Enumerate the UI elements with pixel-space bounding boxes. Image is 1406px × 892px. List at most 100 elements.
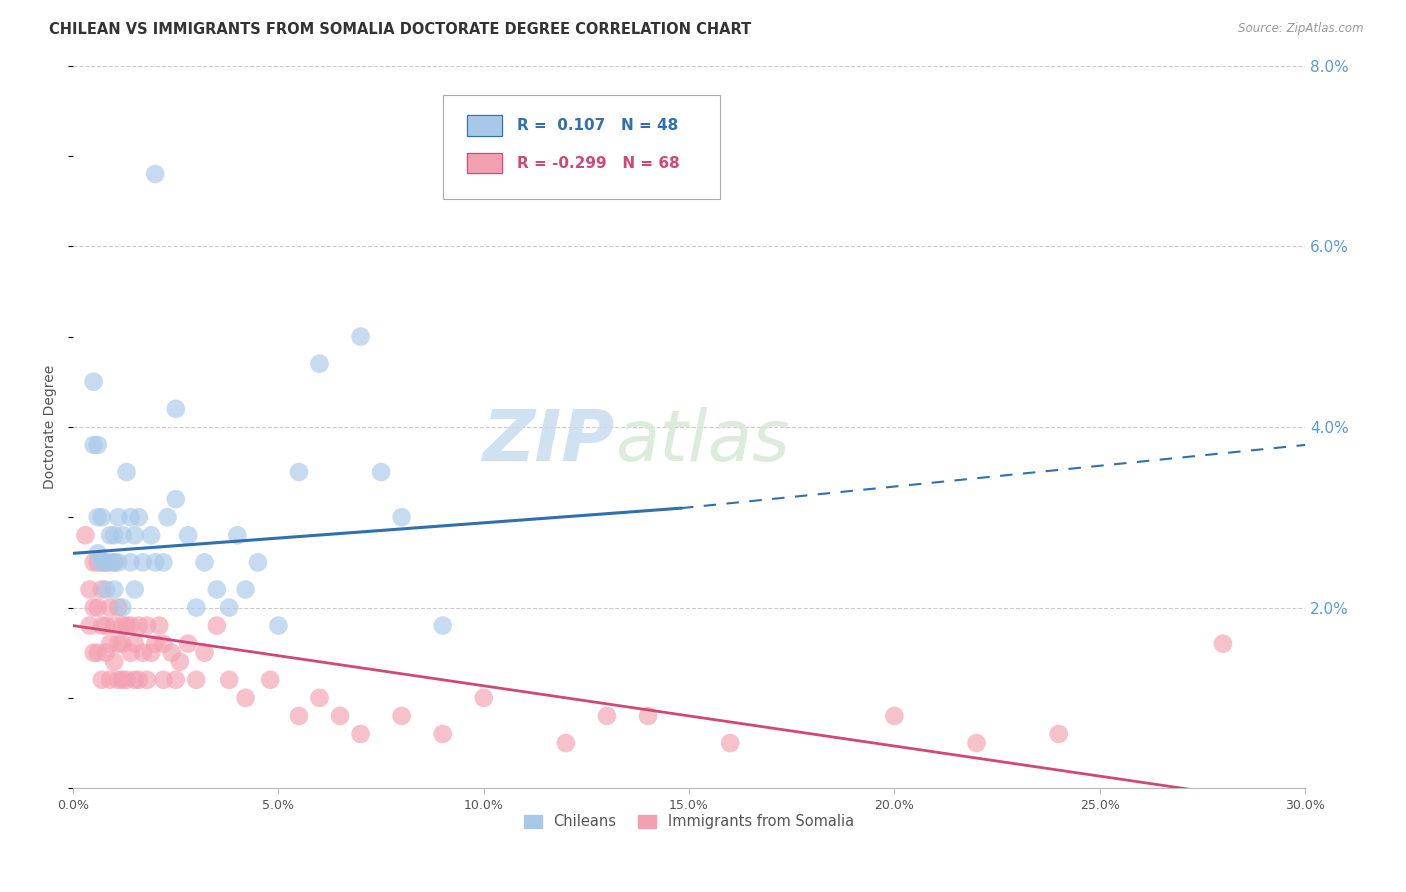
Point bbox=[349, 329, 371, 343]
Point bbox=[103, 528, 125, 542]
Point bbox=[136, 673, 159, 687]
Point bbox=[98, 555, 121, 569]
Point bbox=[120, 555, 142, 569]
Point bbox=[111, 618, 134, 632]
Point bbox=[87, 510, 110, 524]
Point bbox=[107, 555, 129, 569]
Point bbox=[107, 600, 129, 615]
Point bbox=[79, 582, 101, 597]
Point bbox=[718, 736, 741, 750]
Point bbox=[391, 510, 413, 524]
Point bbox=[267, 618, 290, 632]
Point bbox=[132, 646, 155, 660]
Point bbox=[259, 673, 281, 687]
Point bbox=[94, 618, 117, 632]
Point bbox=[143, 167, 166, 181]
Point bbox=[165, 673, 187, 687]
Point bbox=[246, 555, 269, 569]
Point bbox=[87, 546, 110, 560]
Point bbox=[308, 357, 330, 371]
Y-axis label: Doctorate Degree: Doctorate Degree bbox=[44, 365, 58, 489]
Point bbox=[883, 709, 905, 723]
Point bbox=[90, 555, 112, 569]
Point bbox=[83, 438, 105, 452]
Point bbox=[87, 646, 110, 660]
Point bbox=[165, 492, 187, 507]
Point bbox=[148, 618, 170, 632]
Point bbox=[370, 465, 392, 479]
Point bbox=[235, 690, 257, 705]
FancyBboxPatch shape bbox=[443, 95, 720, 199]
Bar bbox=[467, 153, 502, 173]
Point bbox=[120, 646, 142, 660]
Point bbox=[79, 618, 101, 632]
Point bbox=[98, 673, 121, 687]
Point bbox=[75, 528, 97, 542]
Bar bbox=[467, 115, 502, 136]
Point bbox=[124, 582, 146, 597]
Point bbox=[94, 555, 117, 569]
Point bbox=[124, 637, 146, 651]
Text: CHILEAN VS IMMIGRANTS FROM SOMALIA DOCTORATE DEGREE CORRELATION CHART: CHILEAN VS IMMIGRANTS FROM SOMALIA DOCTO… bbox=[49, 22, 751, 37]
Point bbox=[107, 510, 129, 524]
Point bbox=[90, 510, 112, 524]
Point bbox=[177, 528, 200, 542]
Point bbox=[103, 555, 125, 569]
Point bbox=[139, 646, 162, 660]
Point bbox=[218, 600, 240, 615]
Point bbox=[94, 646, 117, 660]
Point bbox=[205, 582, 228, 597]
Text: Source: ZipAtlas.com: Source: ZipAtlas.com bbox=[1239, 22, 1364, 36]
Point bbox=[226, 528, 249, 542]
Point bbox=[349, 727, 371, 741]
Point bbox=[132, 555, 155, 569]
Point bbox=[205, 618, 228, 632]
Point bbox=[152, 673, 174, 687]
Point bbox=[107, 637, 129, 651]
Point bbox=[391, 709, 413, 723]
Point bbox=[103, 618, 125, 632]
Point bbox=[177, 637, 200, 651]
Point bbox=[186, 673, 208, 687]
Point bbox=[329, 709, 352, 723]
Point bbox=[111, 600, 134, 615]
Point bbox=[115, 673, 138, 687]
Point bbox=[107, 673, 129, 687]
Point bbox=[90, 582, 112, 597]
Point bbox=[143, 555, 166, 569]
Point bbox=[169, 655, 191, 669]
Point bbox=[98, 637, 121, 651]
Point bbox=[966, 736, 988, 750]
Point bbox=[90, 618, 112, 632]
Point bbox=[94, 582, 117, 597]
Point bbox=[152, 555, 174, 569]
Point bbox=[128, 673, 150, 687]
Point bbox=[124, 673, 146, 687]
Point bbox=[115, 618, 138, 632]
Point bbox=[193, 646, 215, 660]
Point bbox=[432, 618, 454, 632]
Bar bbox=[467, 115, 502, 136]
Point bbox=[87, 438, 110, 452]
Point bbox=[83, 646, 105, 660]
Point bbox=[186, 600, 208, 615]
Point bbox=[288, 465, 311, 479]
Point bbox=[160, 646, 183, 660]
Point bbox=[554, 736, 576, 750]
Point bbox=[472, 690, 495, 705]
Point bbox=[103, 582, 125, 597]
Point bbox=[83, 375, 105, 389]
Point bbox=[83, 600, 105, 615]
Point bbox=[87, 555, 110, 569]
Point bbox=[139, 528, 162, 542]
Point bbox=[136, 618, 159, 632]
Point bbox=[156, 510, 179, 524]
Point bbox=[152, 637, 174, 651]
Point bbox=[432, 727, 454, 741]
Point bbox=[218, 673, 240, 687]
Text: ZIP: ZIP bbox=[482, 407, 616, 475]
Point bbox=[1212, 637, 1234, 651]
Point bbox=[637, 709, 659, 723]
Point bbox=[90, 673, 112, 687]
Point bbox=[128, 510, 150, 524]
